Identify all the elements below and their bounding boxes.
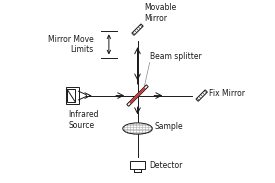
Bar — [130, 161, 145, 169]
Polygon shape — [196, 90, 207, 101]
Text: Fix Mirror: Fix Mirror — [209, 89, 245, 98]
Text: Mirror Move
Limits: Mirror Move Limits — [48, 35, 93, 54]
Bar — [66, 87, 79, 104]
Text: Sample: Sample — [155, 122, 183, 131]
Text: Beam splitter: Beam splitter — [150, 52, 201, 61]
Text: Infrared
Source: Infrared Source — [68, 110, 99, 130]
Ellipse shape — [123, 123, 152, 134]
Polygon shape — [132, 24, 143, 35]
Bar — [67, 89, 75, 102]
Text: Detector: Detector — [150, 161, 183, 170]
Polygon shape — [127, 85, 148, 106]
Text: Movable
Mirror: Movable Mirror — [144, 3, 177, 23]
